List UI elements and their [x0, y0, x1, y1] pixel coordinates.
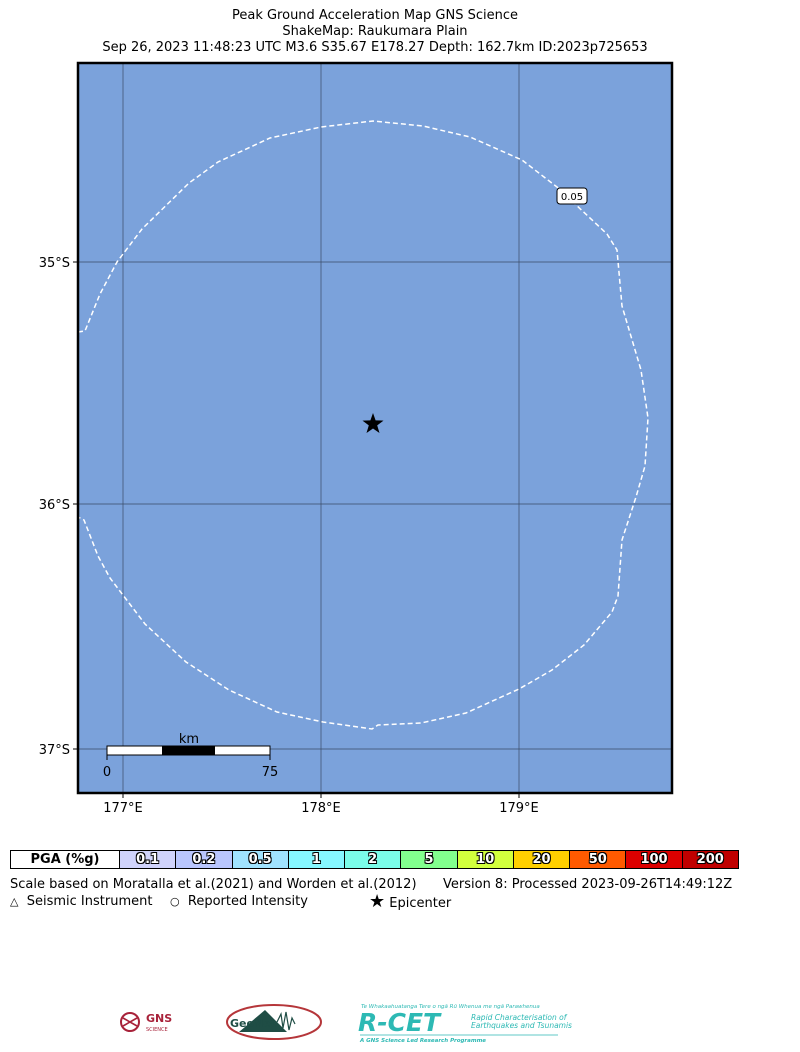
- map-title: Peak Ground Acceleration Map GNS Science: [231, 8, 518, 23]
- epicenter-label: Epicenter: [389, 896, 452, 911]
- triangle-icon: △: [10, 895, 19, 908]
- legend-item: 20: [512, 851, 570, 868]
- contour-label-box: [556, 187, 588, 205]
- lon-label-179: 179°E: [499, 801, 539, 816]
- lat-label-36: 36°S: [39, 498, 70, 513]
- epicenter-star: [362, 413, 384, 433]
- star-icon: ★: [369, 891, 386, 912]
- legend-epicenter: ★ Epicenter: [369, 891, 451, 912]
- scale-bar-start: 0: [103, 765, 111, 780]
- scale-bar-end: 75: [262, 765, 279, 780]
- legend-item: 0.2: [175, 851, 232, 868]
- event-info: Sep 26, 2023 11:48:23 UTC M3.6 S35.67 E1…: [102, 40, 648, 55]
- legend-seismic: △ Seismic Instrument: [10, 894, 152, 909]
- shakemap-name: ShakeMap: Raukumara Plain: [282, 24, 468, 39]
- contour-label: 0.05: [561, 192, 583, 203]
- rcet-line-4: A GNS Science Led Research Programme: [359, 1038, 486, 1044]
- legend-item: 200: [681, 851, 738, 868]
- legend-header: PGA (%g): [11, 851, 119, 868]
- scale-reference: Scale based on Moratalla et al.(2021) an…: [10, 877, 417, 892]
- scale-bar-unit: km: [179, 732, 199, 747]
- rcet-logo: Te Whakaahuatanga Tere o ngā Rū Whenua m…: [358, 1004, 572, 1044]
- legend-item: 50: [569, 851, 626, 868]
- reported-label: Reported Intensity: [187, 894, 308, 909]
- lat-label-35: 35°S: [39, 256, 70, 271]
- lon-label-178: 178°E: [301, 801, 341, 816]
- rcet-logo-text: R-CET: [358, 1008, 442, 1037]
- rcet-line-2: Rapid Characterisation of: [471, 1013, 568, 1022]
- map-figure: 0.05 km 0 75 35°S 36°S 37°S 177°E 178°E …: [39, 61, 674, 816]
- lon-label-177: 177°E: [103, 801, 143, 816]
- legend-item: 1: [287, 851, 345, 868]
- pga-contour-line: [77, 120, 649, 730]
- scale-bar-segment: [162, 746, 215, 755]
- scale-bar: km 0 75: [103, 732, 278, 780]
- legend-item: 0.1: [119, 851, 176, 868]
- lat-label-37: 37°S: [39, 743, 70, 758]
- rcet-line-3: Earthquakes and Tsunamis: [471, 1021, 572, 1030]
- version-info: Version 8: Processed 2023-09-26T14:49:12…: [443, 877, 733, 892]
- legend-item: 100: [625, 851, 682, 868]
- legend-item: 5: [400, 851, 457, 868]
- legend-item: 2: [344, 851, 401, 868]
- pga-legend: PGA (%g) 0.1 0.2 0.5 1 2 5 10 20 50 100 …: [10, 850, 739, 869]
- geonet-logo-text: GeoNet: [230, 1017, 276, 1030]
- gns-logo-text: GNS: [146, 1012, 172, 1025]
- legend-item: 0.5: [231, 851, 288, 868]
- circle-icon: ○: [170, 895, 180, 908]
- rcet-tagline: Te Whakaahuatanga Tere o ngā Rū Whenua m…: [361, 1004, 540, 1010]
- map-frame: [76, 61, 674, 795]
- gns-logo-subtext: SCIENCE: [146, 1027, 168, 1033]
- seismic-label: Seismic Instrument: [26, 894, 153, 909]
- geonet-logo: GeoNet: [226, 1004, 322, 1040]
- legend-item: 10: [456, 851, 513, 868]
- gns-logo: GNS SCIENCE: [120, 1012, 172, 1033]
- legend-reported: ○ Reported Intensity: [170, 894, 308, 909]
